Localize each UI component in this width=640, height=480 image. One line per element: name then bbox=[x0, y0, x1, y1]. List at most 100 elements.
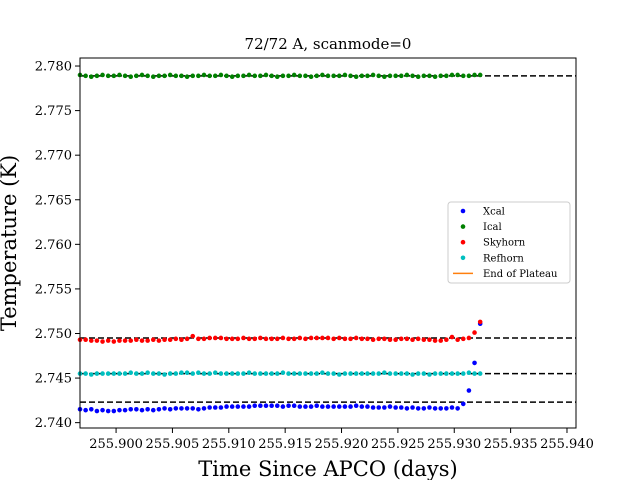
refhorn-point bbox=[427, 372, 432, 377]
skyhorn-point bbox=[179, 337, 184, 343]
refhorn-point bbox=[263, 371, 269, 376]
skyhorn-point bbox=[398, 336, 404, 342]
refhorn-point bbox=[162, 372, 167, 377]
refhorn-point bbox=[224, 371, 229, 376]
ical-point bbox=[370, 72, 376, 78]
xcal-point bbox=[258, 403, 263, 409]
xcal-point bbox=[167, 406, 173, 412]
ical-point bbox=[286, 73, 291, 79]
ical-point bbox=[201, 72, 207, 78]
ical-point bbox=[150, 74, 156, 80]
xcal-point bbox=[94, 408, 100, 414]
plot-frame bbox=[79, 57, 577, 429]
xcal-point bbox=[359, 404, 365, 409]
legend-marker-xcal bbox=[460, 208, 466, 214]
skyhorn-point bbox=[201, 336, 207, 342]
ical-point bbox=[303, 73, 308, 79]
ical-point bbox=[128, 74, 134, 80]
skyhorn-point bbox=[212, 335, 218, 341]
ical-point bbox=[229, 74, 235, 80]
skyhorn-point bbox=[432, 338, 438, 343]
skyhorn-point bbox=[477, 319, 483, 325]
skyhorn-point bbox=[100, 339, 105, 344]
xcal-point bbox=[342, 404, 348, 409]
x-tick-label: 255.925 bbox=[371, 437, 425, 452]
refhorn-point bbox=[466, 370, 472, 376]
refhorn-point bbox=[241, 371, 246, 376]
xcal-point bbox=[156, 406, 162, 412]
ical-point bbox=[179, 73, 184, 79]
skyhorn-point bbox=[421, 337, 427, 343]
ical-point bbox=[444, 73, 449, 79]
refhorn-point bbox=[190, 371, 196, 376]
ical-point bbox=[139, 72, 145, 78]
xcal-point bbox=[224, 404, 229, 409]
xcal-point bbox=[466, 388, 472, 393]
ical-point bbox=[438, 73, 444, 79]
ical-point bbox=[269, 73, 274, 79]
ical-point bbox=[455, 72, 460, 78]
xcal-point bbox=[280, 404, 286, 409]
skyhorn-point bbox=[291, 336, 297, 342]
refhorn-point bbox=[184, 370, 190, 376]
refhorn-point bbox=[280, 370, 286, 376]
skyhorn-point bbox=[128, 338, 134, 343]
ical-point bbox=[359, 73, 365, 79]
legend-label-xcal: Xcal bbox=[483, 207, 505, 218]
xcal-point bbox=[190, 406, 196, 411]
xcal-point bbox=[286, 403, 291, 409]
refhorn-point bbox=[432, 371, 438, 376]
skyhorn-point bbox=[320, 335, 325, 341]
refhorn-point bbox=[421, 371, 427, 376]
skyhorn-point bbox=[88, 338, 94, 343]
skyhorn-point bbox=[387, 337, 393, 343]
ical-point bbox=[111, 73, 117, 79]
skyhorn-point bbox=[444, 337, 449, 343]
skyhorn-point bbox=[235, 336, 241, 342]
legend-label-end-of-plateau: End of Plateau bbox=[483, 269, 558, 280]
xcal-point bbox=[246, 404, 252, 409]
y-tick-label: 2.780 bbox=[35, 60, 72, 75]
xcal-point bbox=[134, 406, 139, 412]
refhorn-point bbox=[314, 371, 320, 376]
refhorn-point bbox=[235, 371, 241, 376]
skyhorn-point bbox=[229, 336, 235, 342]
skyhorn-point bbox=[145, 338, 150, 343]
refhorn-point bbox=[320, 370, 325, 376]
xcal-point bbox=[241, 404, 246, 409]
xcal-point bbox=[415, 406, 421, 411]
ical-point bbox=[353, 74, 359, 80]
refhorn-point bbox=[359, 371, 365, 376]
skyhorn-point bbox=[438, 338, 444, 343]
refhorn-point bbox=[303, 371, 308, 376]
xcal-point bbox=[122, 407, 128, 413]
xcal-point bbox=[348, 404, 353, 409]
ical-point bbox=[258, 73, 263, 79]
skyhorn-point bbox=[274, 336, 280, 342]
ical-point bbox=[342, 72, 348, 78]
xcal-point bbox=[184, 406, 190, 411]
skyhorn-point bbox=[348, 336, 353, 342]
x-axis-label: Time Since APCO (days) bbox=[198, 457, 457, 480]
refhorn-point bbox=[376, 371, 382, 376]
skyhorn-point bbox=[472, 330, 477, 335]
ical-point bbox=[218, 72, 224, 78]
refhorn-point bbox=[387, 371, 393, 376]
xcal-point bbox=[145, 406, 150, 412]
ical-point bbox=[376, 73, 382, 79]
xcal-point bbox=[370, 405, 376, 410]
xcal-point bbox=[111, 408, 117, 414]
x-tick-label: 255.935 bbox=[484, 437, 538, 452]
xcal-point bbox=[117, 407, 122, 413]
xcal-point bbox=[472, 360, 477, 366]
xcal-point bbox=[252, 403, 258, 409]
xcal-point bbox=[432, 406, 438, 411]
refhorn-point bbox=[353, 371, 359, 376]
skyhorn-point bbox=[308, 335, 314, 341]
xcal-point bbox=[387, 404, 393, 409]
refhorn-point bbox=[286, 371, 291, 376]
y-axis: 2.740 2.745 2.750 2.755 2.760 2.765 2.770 2.775… bbox=[35, 60, 80, 431]
y-tick-label: 2.745 bbox=[35, 372, 72, 387]
x-tick-label: 255.905 bbox=[146, 437, 200, 452]
